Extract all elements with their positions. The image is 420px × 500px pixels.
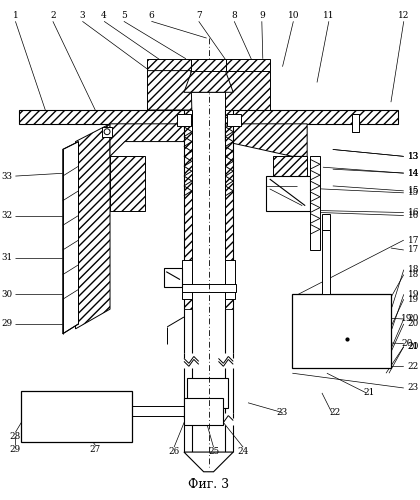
Bar	[164, 268, 182, 287]
Polygon shape	[147, 59, 270, 70]
Bar	[227, 114, 241, 126]
Text: 16: 16	[408, 211, 419, 220]
Text: 24: 24	[237, 446, 249, 456]
Bar	[21, 391, 132, 442]
Polygon shape	[110, 156, 144, 210]
Polygon shape	[273, 156, 307, 210]
Text: 17: 17	[408, 236, 419, 244]
Text: 3: 3	[80, 11, 85, 20]
Text: 18: 18	[408, 265, 419, 274]
Text: 5: 5	[121, 11, 127, 20]
Text: 20: 20	[408, 320, 419, 328]
Text: 21: 21	[408, 342, 419, 351]
Text: 22: 22	[329, 408, 340, 417]
Text: 19: 19	[408, 290, 419, 299]
Text: 13: 13	[408, 152, 419, 161]
Polygon shape	[184, 110, 192, 309]
Bar	[191, 59, 226, 70]
Bar	[182, 284, 236, 292]
Text: 18: 18	[408, 270, 419, 279]
Text: 2: 2	[50, 11, 56, 20]
Text: 8: 8	[231, 11, 237, 20]
Text: 32: 32	[1, 211, 13, 220]
Text: 13: 13	[408, 152, 419, 161]
Polygon shape	[19, 110, 191, 124]
Bar	[322, 230, 330, 294]
Polygon shape	[226, 110, 398, 124]
Polygon shape	[226, 70, 270, 110]
Polygon shape	[147, 70, 192, 110]
Polygon shape	[184, 452, 233, 472]
Polygon shape	[63, 142, 79, 334]
Bar	[102, 127, 112, 136]
Text: 27: 27	[89, 444, 101, 454]
Text: 29: 29	[10, 444, 21, 454]
Polygon shape	[226, 110, 233, 309]
Bar	[177, 114, 191, 126]
Polygon shape	[192, 70, 209, 92]
Bar	[310, 156, 320, 250]
Text: 29: 29	[1, 320, 13, 328]
Bar	[187, 378, 228, 408]
Bar	[292, 294, 391, 368]
Text: 16: 16	[408, 208, 419, 217]
Text: 17: 17	[408, 246, 419, 254]
Text: 10: 10	[288, 11, 299, 20]
Text: 19: 19	[401, 314, 412, 324]
Bar	[182, 260, 192, 300]
Polygon shape	[226, 124, 307, 156]
Polygon shape	[209, 70, 226, 92]
Text: 11: 11	[323, 11, 335, 20]
Text: 23: 23	[408, 384, 419, 392]
Text: 12: 12	[398, 11, 410, 20]
Text: 15: 15	[408, 186, 419, 196]
Text: 15: 15	[408, 188, 419, 198]
Polygon shape	[76, 124, 110, 329]
Text: 7: 7	[196, 11, 202, 20]
Text: 26: 26	[168, 446, 180, 456]
Text: 28: 28	[10, 432, 21, 441]
Bar	[266, 176, 310, 210]
Text: 22: 22	[408, 362, 419, 371]
Polygon shape	[110, 124, 191, 156]
Bar	[226, 260, 235, 300]
Text: 6: 6	[149, 11, 154, 20]
Text: 19: 19	[408, 295, 419, 304]
Bar	[322, 214, 330, 230]
Text: 30: 30	[1, 290, 13, 299]
Text: 33: 33	[1, 172, 13, 180]
Text: 31: 31	[1, 254, 13, 262]
Text: 1: 1	[13, 11, 18, 20]
Bar	[184, 398, 223, 425]
Text: 20: 20	[408, 342, 419, 351]
Text: 23: 23	[277, 408, 288, 417]
Text: 20: 20	[401, 339, 412, 348]
Text: 25: 25	[208, 446, 219, 456]
Text: 20: 20	[408, 314, 419, 324]
Text: 21: 21	[364, 388, 375, 398]
Polygon shape	[184, 70, 233, 92]
Bar	[352, 114, 360, 132]
Text: 4: 4	[101, 11, 107, 20]
Text: 9: 9	[259, 11, 265, 20]
Text: 14: 14	[408, 168, 419, 177]
Text: 14: 14	[408, 168, 419, 177]
Text: Фиг. 3: Фиг. 3	[188, 478, 229, 491]
